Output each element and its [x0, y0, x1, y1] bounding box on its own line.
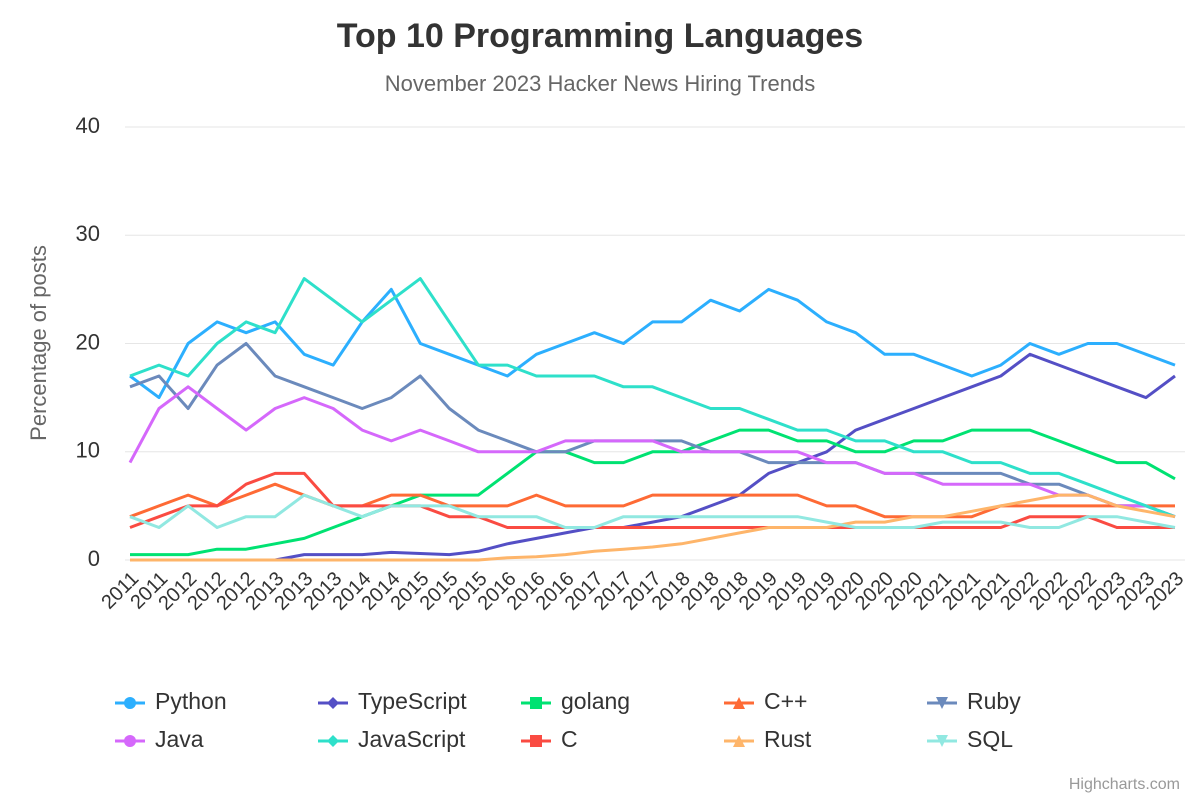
- legend-marker: [124, 697, 136, 709]
- legend-label: TypeScript: [358, 688, 467, 714]
- legend-label: Rust: [764, 726, 812, 752]
- legend-label: C++: [764, 688, 807, 714]
- series-line: [129, 287, 1176, 400]
- chart-title: Top 10 Programming Languages: [337, 17, 863, 55]
- series-line: [130, 352, 1176, 562]
- y-tick-label: 10: [76, 438, 100, 463]
- series-line: [128, 385, 1176, 519]
- legend-marker: [124, 735, 136, 747]
- legend-marker: [530, 697, 542, 709]
- y-axis-label: Percentage of posts: [26, 245, 51, 441]
- series-line: [129, 493, 1176, 529]
- chart-subtitle: November 2023 Hacker News Hiring Trends: [385, 71, 815, 96]
- legend-label: Ruby: [967, 688, 1021, 714]
- legend-label: SQL: [967, 726, 1013, 752]
- legend-label: JavaScript: [358, 726, 466, 752]
- series-line: [129, 471, 1175, 529]
- y-tick-label: 0: [88, 546, 100, 571]
- legend-label: Python: [155, 688, 227, 714]
- legend-marker: [530, 735, 542, 747]
- series-line: [130, 493, 1176, 562]
- legend-marker: [936, 735, 948, 747]
- legend-marker: [733, 735, 745, 747]
- legend-marker: [327, 697, 339, 709]
- legend-marker: [733, 697, 745, 709]
- legend-label: golang: [561, 688, 630, 714]
- legend-label: C: [561, 726, 578, 752]
- legend-marker: [327, 735, 339, 747]
- y-tick-label: 20: [76, 329, 100, 354]
- series-line: [129, 277, 1176, 519]
- y-tick-label: 30: [76, 221, 100, 246]
- legend-label: Java: [155, 726, 204, 752]
- credits: Highcharts.com: [1069, 776, 1180, 793]
- series-line: [129, 482, 1175, 519]
- y-tick-label: 40: [76, 113, 100, 138]
- series-line: [130, 428, 1176, 557]
- legend-marker: [936, 697, 948, 709]
